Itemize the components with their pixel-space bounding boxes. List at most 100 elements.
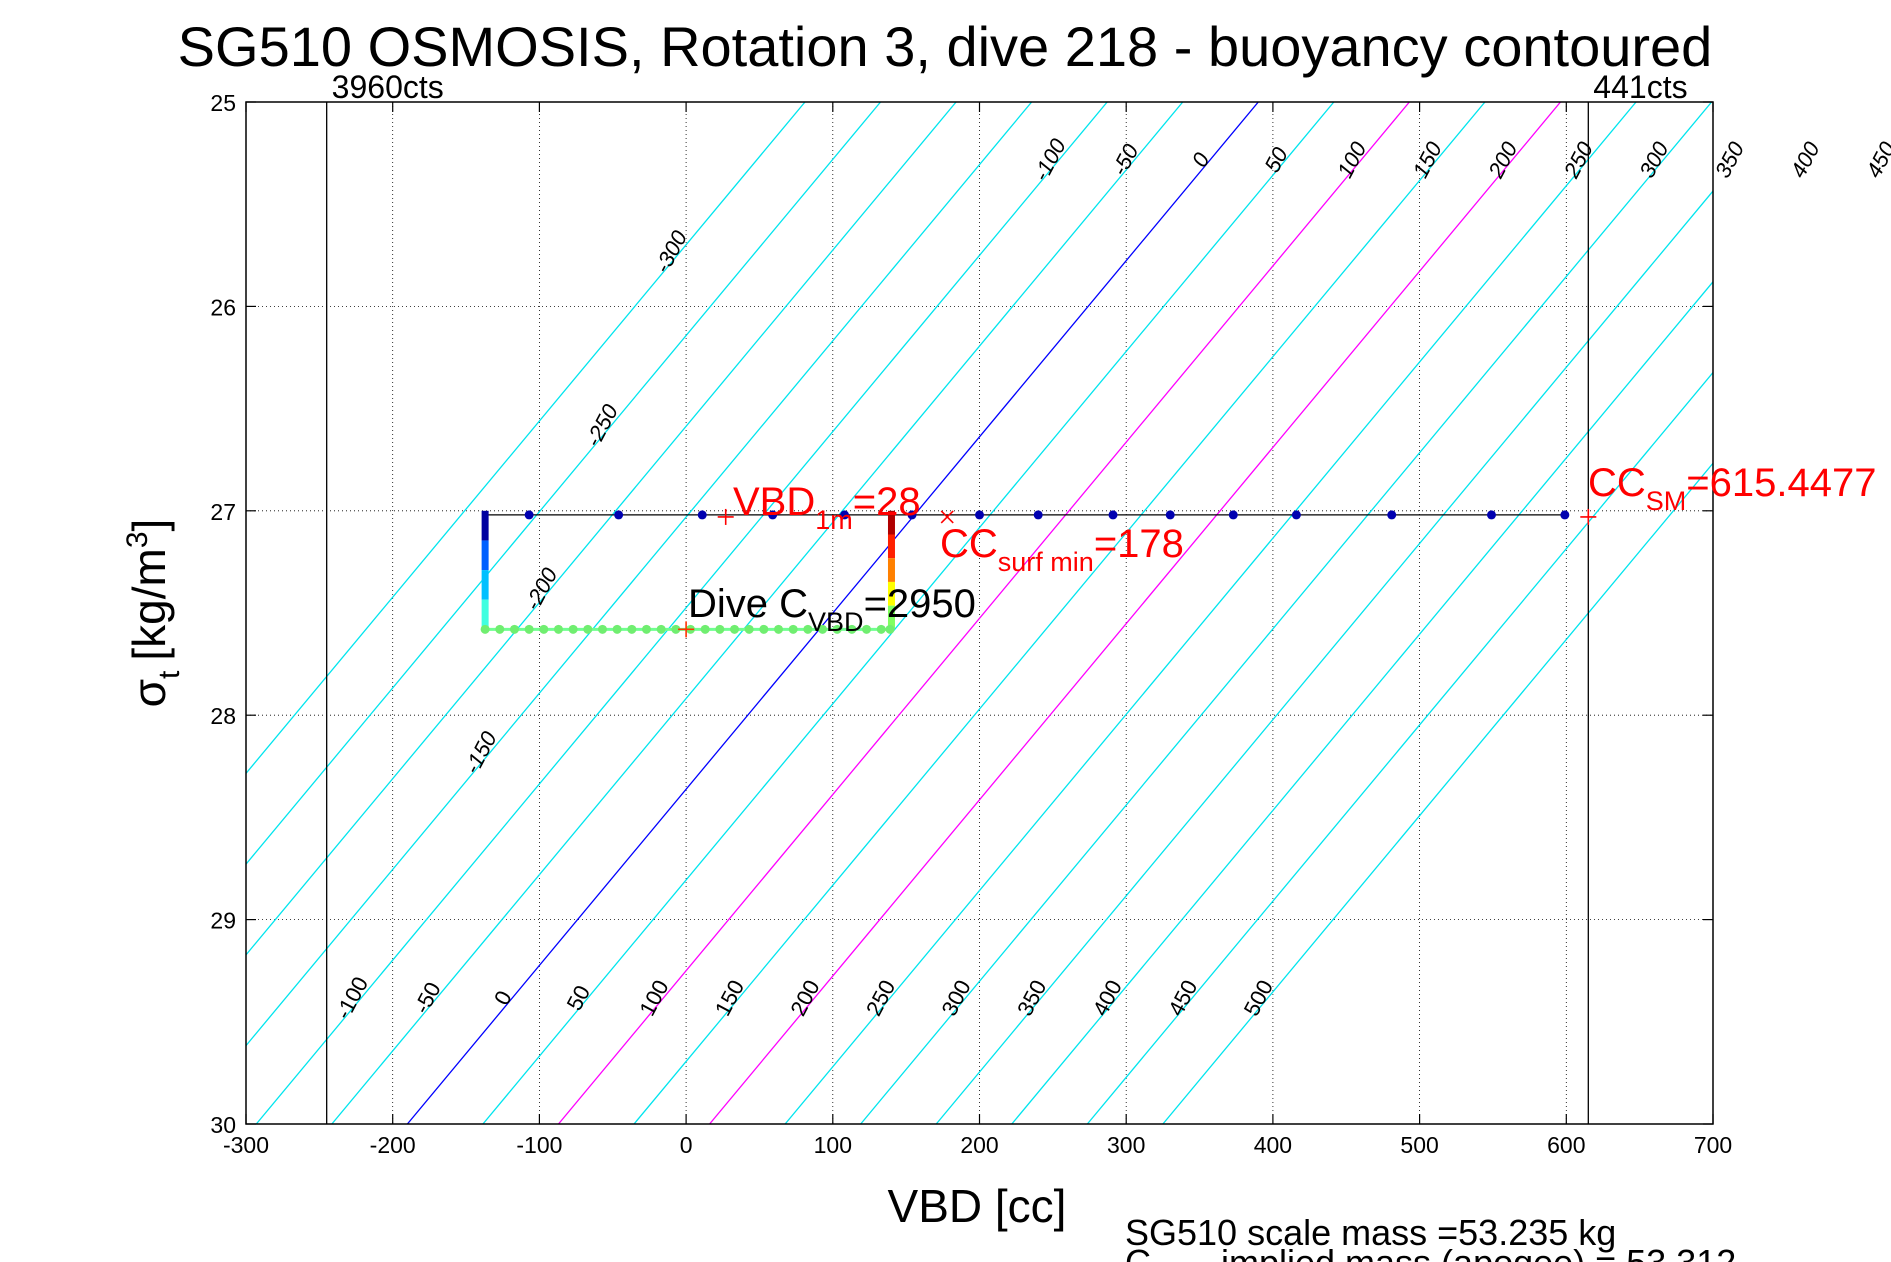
surface-point — [1560, 510, 1570, 520]
dive-cvbd-annotation: Dive CVBD=2950 — [688, 582, 976, 637]
y-tick-label: 27 — [210, 499, 236, 525]
cc-sm-main: CC — [1588, 461, 1646, 505]
contour-label-top: 450 — [1861, 137, 1891, 182]
cc-sm-annotation: CCSM=615.4477 — [1588, 461, 1876, 516]
cc-surf-min-main: CC — [940, 522, 998, 566]
surface-point — [1291, 510, 1301, 520]
implied-mass-text: Cimplied mass (apogee) = 53.312 — [1125, 1242, 1736, 1262]
contour-label-top: -100 — [1028, 134, 1071, 185]
surface-point — [975, 510, 984, 520]
x-tick-label: 400 — [1254, 1132, 1292, 1158]
y-tick-label: 29 — [210, 908, 236, 934]
contour-label-top: 400 — [1785, 137, 1825, 182]
contour-label-top: -250 — [580, 400, 623, 451]
contour-label-bottom: 350 — [1012, 976, 1051, 1020]
contour-label-top: 300 — [1634, 137, 1674, 182]
cc-sm-rest: =615.4477 — [1686, 461, 1876, 505]
contour-line--150 — [246, 102, 1033, 1047]
contour-label-top: 150 — [1408, 137, 1448, 182]
bottom-point — [627, 624, 637, 634]
contour-line-250 — [784, 102, 1637, 1124]
surface-point — [1108, 510, 1118, 520]
contour-label-top: -150 — [459, 727, 502, 778]
contour-label-bottom: 400 — [1088, 976, 1127, 1020]
axis-ticks: -300 -200 -100 0 100 200 300 400 500 600 700252627… — [210, 90, 1732, 1158]
bottom-point — [495, 624, 505, 634]
contour-label-bottom: 250 — [861, 976, 900, 1020]
y-axis-label: σt [kg/m3] — [121, 519, 186, 708]
x-marker-b — [940, 510, 954, 524]
bottom-point — [509, 624, 519, 634]
contour-line-200 — [709, 102, 1561, 1124]
bottom-point — [759, 624, 769, 634]
x-tick-label: 100 — [814, 1132, 852, 1158]
surface-point — [614, 510, 624, 520]
dive-cvbd-sub: VBD — [808, 607, 864, 637]
contour-line-50 — [482, 102, 1335, 1124]
contour-line-350 — [935, 190, 1713, 1124]
bottom-point — [524, 624, 534, 634]
contour-label-bottom: 50 — [562, 981, 596, 1014]
bottom-point — [730, 624, 740, 634]
surface-point — [1033, 510, 1043, 520]
limit-line-label: 441cts — [1593, 69, 1687, 105]
contour-label-bottom: 450 — [1163, 976, 1202, 1020]
surface-point — [524, 510, 534, 520]
bottom-point — [583, 624, 593, 634]
cc-surf-min-rest: =178 — [1094, 522, 1184, 566]
contour-label-bottom: -50 — [409, 978, 446, 1018]
buoyancy-contours — [246, 102, 1713, 1124]
vbd-limit-lines: 3960cts 441cts — [326, 69, 1688, 1124]
surface-point — [1165, 510, 1175, 520]
bottom-point — [744, 624, 754, 634]
contour-line-100 — [557, 102, 1410, 1124]
bottom-point — [671, 624, 681, 634]
x-tick-label: 600 — [1547, 1132, 1585, 1158]
bottom-point — [700, 624, 710, 634]
bottom-point — [885, 624, 895, 634]
contour-label-top: -300 — [649, 226, 692, 277]
contour-label-bottom: 200 — [785, 976, 824, 1020]
dive-cvbd-main: Dive C — [688, 582, 808, 626]
surface-point — [1228, 510, 1238, 520]
contour-label-top: 100 — [1332, 137, 1372, 182]
contour-label-top: 200 — [1483, 137, 1523, 183]
y-axis-unit: [kg/m — [123, 548, 175, 660]
contour-label-top: 0 — [1187, 148, 1215, 171]
x-tick-label: 500 — [1400, 1132, 1438, 1158]
bottom-point — [774, 624, 784, 634]
y-axis-sub: t — [153, 670, 186, 679]
contour-line--50 — [331, 102, 1184, 1124]
contour-line--200 — [246, 102, 957, 956]
implied-mass-main: C — [1125, 1242, 1151, 1262]
bottom-point — [480, 624, 490, 634]
contour-label-bottom: 100 — [634, 976, 673, 1020]
dive-series — [480, 510, 1570, 634]
contour-label-top: -200 — [520, 563, 563, 614]
contour-label-bottom: 500 — [1239, 976, 1278, 1020]
bottom-point — [553, 624, 563, 634]
x-tick-label: 0 — [680, 1132, 693, 1158]
chart-title: SG510 OSMOSIS, Rotation 3, dive 218 - bu… — [178, 15, 1713, 78]
vbd-1m-main: VBD — [733, 480, 815, 524]
contour-label-top: -50 — [1107, 139, 1144, 179]
contour-line-0 — [406, 102, 1259, 1124]
contour-label-bottom: -100 — [330, 973, 373, 1024]
x-tick-label: 300 — [1107, 1132, 1145, 1158]
y-tick-label: 28 — [210, 703, 236, 729]
bottom-point — [641, 624, 651, 634]
vbd-1m-annotation: VBD1m=28 — [733, 480, 921, 535]
bottom-point — [832, 624, 842, 634]
cc-sm-sub: SM — [1646, 486, 1687, 516]
bottom-point — [788, 624, 798, 634]
bottom-point — [656, 624, 666, 634]
cc-surf-min-sub: surf min — [998, 547, 1094, 577]
bottom-point — [597, 624, 607, 634]
bottom-point — [568, 624, 578, 634]
bottom-point — [862, 624, 872, 634]
surface-point — [768, 510, 778, 520]
bottom-point — [803, 624, 813, 634]
cc-surf-min-annotation: CCsurf min=178 — [940, 522, 1184, 577]
contour-line-450 — [1086, 371, 1713, 1124]
